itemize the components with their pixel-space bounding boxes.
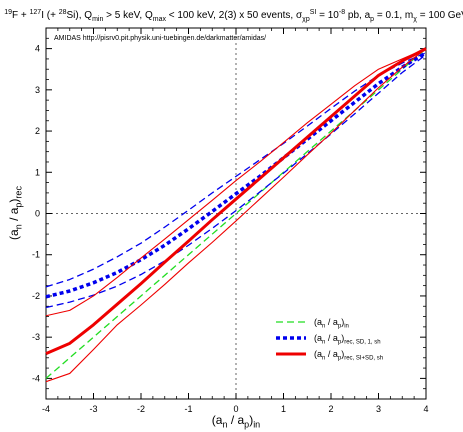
- chart-subtitle: AMIDAS http://pisrv0.pit.physik.uni-tueb…: [54, 35, 266, 42]
- axes: -4 -3 -2 -1 0 1 2 3 4 -4 -3 -2 -1 0 1 2 3 4: [32, 27, 429, 414]
- series-line-7: [45, 48, 427, 383]
- series-layer: [45, 47, 427, 383]
- x-tick-label: 1: [281, 404, 286, 414]
- y-tick-label: -1: [32, 250, 40, 260]
- x-tick-label: -2: [137, 404, 145, 414]
- legend-label: (an / ap)rec, SI+SD, sh: [314, 349, 383, 362]
- y-tick-label: 3: [35, 85, 40, 95]
- y-tick-label: 4: [35, 44, 40, 54]
- y-tick-label: 2: [35, 126, 40, 136]
- legend-label: (an / ap)in: [314, 317, 349, 330]
- zero-reference-lines: [46, 28, 426, 399]
- series-line-4: [45, 54, 427, 309]
- legend-label: (an / ap)rec, SD, 1, sh: [314, 333, 381, 346]
- y-tick-label: 0: [35, 209, 40, 219]
- y-tick-label: -2: [32, 291, 40, 301]
- series-line-5: [45, 47, 427, 356]
- y-tick-label: -3: [32, 332, 40, 342]
- x-tick-label: -4: [42, 404, 50, 414]
- x-tick-label: 2: [328, 404, 333, 414]
- y-tick-label: -4: [32, 373, 40, 383]
- x-axis-label: (an / ap)in: [212, 413, 260, 430]
- x-tick-label: 0: [233, 404, 238, 414]
- x-tick-label: 4: [423, 404, 428, 414]
- series-line-2: [45, 51, 427, 299]
- chart-title: 19F + 127I (+ 28Si), Qmin > 5 keV, Qmax …: [4, 9, 463, 23]
- series-line-3: [45, 52, 427, 288]
- y-axis-label: (an / ap)rec: [7, 186, 24, 240]
- legend: (an / ap)in (an / ap)rec, SD, 1, sh (an / …: [276, 317, 383, 362]
- x-tick-label: -1: [184, 404, 192, 414]
- series-line-6: [45, 48, 427, 317]
- x-tick-label: -3: [89, 404, 97, 414]
- x-tick-label: 3: [376, 404, 381, 414]
- y-tick-label: 1: [35, 167, 40, 177]
